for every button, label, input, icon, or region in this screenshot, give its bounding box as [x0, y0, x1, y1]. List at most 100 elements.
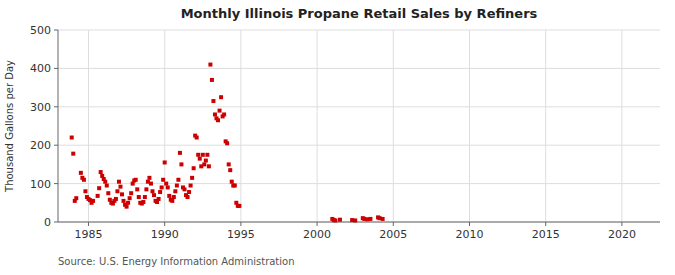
point [230, 180, 234, 184]
x-axis-line [58, 222, 660, 223]
point [182, 187, 186, 191]
point [204, 159, 208, 163]
point [70, 136, 74, 140]
y-tick [54, 30, 58, 31]
point [114, 197, 118, 201]
grid-line [545, 30, 546, 222]
point [167, 194, 171, 198]
page: {"chart_data": { "type": "scatter", "tit… [0, 0, 675, 275]
point [172, 195, 176, 199]
chart: 1985199019952000200520102015202001002003… [0, 0, 675, 275]
x-tick-label: 2000 [303, 228, 331, 241]
x-tick-label: 1985 [74, 228, 102, 241]
point [161, 178, 165, 182]
x-tick [88, 222, 89, 226]
x-tick [393, 222, 394, 226]
point [211, 99, 215, 103]
point [381, 217, 385, 221]
x-tick-label: 1990 [151, 228, 179, 241]
point [160, 185, 164, 189]
point [129, 191, 133, 195]
point [117, 180, 121, 184]
point [225, 141, 229, 145]
point [74, 196, 78, 200]
point [83, 189, 87, 193]
point [216, 118, 220, 122]
point [195, 136, 199, 140]
grid-line [621, 30, 622, 222]
point [152, 193, 156, 197]
title: Monthly Illinois Propane Retail Sales by… [181, 6, 538, 21]
point [192, 166, 196, 170]
point [91, 199, 95, 203]
point [122, 199, 126, 203]
point [97, 186, 101, 190]
point [207, 164, 211, 168]
point [208, 63, 212, 67]
grid-line [58, 106, 660, 107]
point [134, 178, 138, 182]
point [205, 153, 209, 157]
point [353, 218, 357, 222]
grid-line [58, 30, 660, 31]
x-tick [621, 222, 622, 226]
point [106, 191, 110, 195]
point [99, 170, 103, 174]
x-tick-label: 2010 [455, 228, 483, 241]
point [175, 184, 179, 188]
point [149, 182, 153, 186]
grid-line [58, 222, 660, 223]
y-tick [54, 106, 58, 107]
point [71, 152, 75, 156]
point [233, 184, 237, 188]
point [186, 195, 190, 199]
point [219, 95, 223, 99]
point [201, 153, 205, 157]
grid-line [58, 68, 660, 69]
x-tick [317, 222, 318, 226]
y-tick-label: 200 [30, 139, 51, 152]
point [150, 189, 154, 193]
point [105, 184, 109, 188]
grid-line [164, 30, 165, 222]
axes: 1985199019952000200520102015202001002003… [30, 24, 636, 241]
y-tick [54, 145, 58, 146]
point [173, 189, 177, 193]
point [227, 162, 231, 166]
point [143, 195, 147, 199]
x-tick [545, 222, 546, 226]
y-tick [54, 183, 58, 184]
point [198, 157, 202, 161]
point [164, 182, 168, 186]
x-tick-label: 2020 [608, 228, 636, 241]
point [135, 187, 139, 191]
point [178, 151, 182, 155]
y-tick-label: 400 [30, 62, 51, 75]
grid-line [58, 145, 660, 146]
x-tick [240, 222, 241, 226]
point [222, 112, 226, 116]
point [79, 171, 83, 175]
point [125, 205, 129, 209]
points [70, 63, 385, 223]
x-tick-label: 1995 [227, 228, 255, 241]
grid-line [317, 30, 318, 222]
point [218, 109, 222, 113]
point [213, 112, 217, 116]
point [115, 189, 119, 193]
y-tick [54, 222, 58, 223]
x-tick-label: 2015 [532, 228, 560, 241]
y-axis-label: Thousand Gallons per Day [4, 60, 15, 193]
point [118, 185, 122, 189]
point [120, 192, 124, 196]
y-tick [54, 68, 58, 69]
grid-line [240, 30, 241, 222]
point [368, 217, 372, 221]
x-tick-label: 2005 [379, 228, 407, 241]
y-tick-label: 100 [30, 178, 51, 191]
point [141, 200, 145, 204]
point [179, 162, 183, 166]
point [163, 160, 167, 164]
y-tick-label: 0 [44, 216, 51, 229]
point [202, 162, 206, 166]
